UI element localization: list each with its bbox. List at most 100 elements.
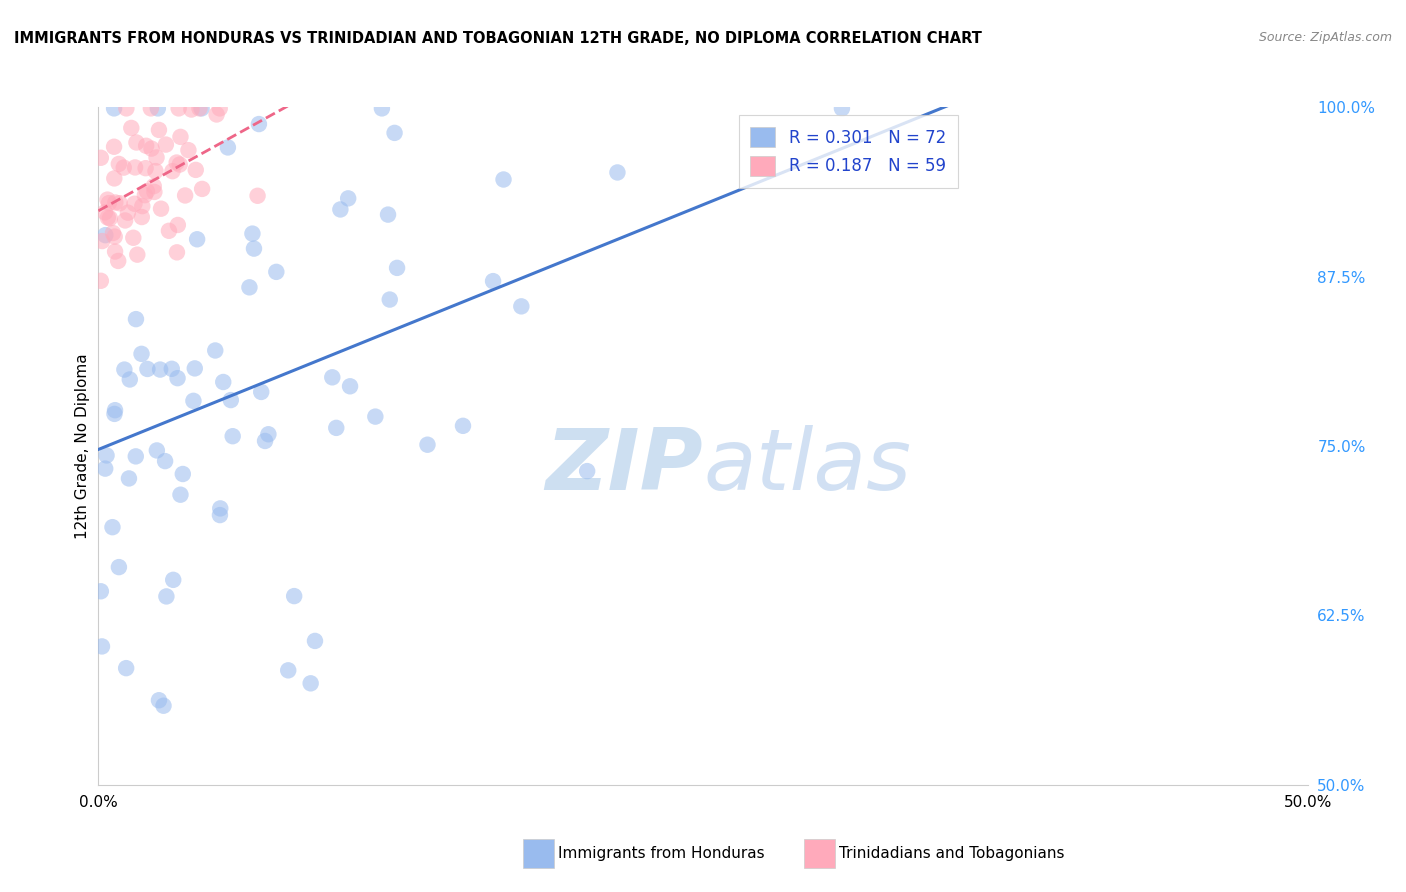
Point: [122, 231, 145, 245]
Point: [150, 202, 173, 216]
Point: [90, 274, 112, 288]
Point: [174, 188, 197, 202]
Point: [96, 449, 118, 463]
Point: [162, 573, 184, 587]
Point: [188, 102, 211, 116]
Point: [266, 265, 288, 279]
Point: [148, 123, 170, 137]
Point: [204, 343, 226, 358]
Point: [149, 362, 172, 376]
Point: [125, 450, 148, 464]
Point: [162, 164, 184, 178]
Point: [114, 213, 136, 227]
Point: [299, 676, 322, 690]
Point: [152, 698, 174, 713]
Point: [304, 634, 326, 648]
Point: [148, 693, 170, 707]
Point: [103, 171, 125, 186]
Point: [250, 384, 273, 399]
Point: [115, 661, 138, 675]
Point: [94, 461, 117, 475]
Point: [117, 205, 139, 219]
Point: [155, 590, 177, 604]
Point: [166, 245, 188, 260]
Point: [146, 443, 169, 458]
Point: [157, 224, 180, 238]
Point: [257, 427, 280, 442]
Point: [166, 371, 188, 385]
Point: [131, 347, 153, 361]
Point: [283, 589, 305, 603]
Point: [90, 151, 112, 165]
Point: [190, 102, 212, 116]
Point: [139, 102, 162, 116]
Point: [492, 172, 515, 186]
Point: [243, 242, 266, 256]
Point: [169, 488, 191, 502]
Point: [145, 151, 167, 165]
Point: [172, 467, 194, 481]
Point: [91, 234, 114, 248]
Point: [135, 184, 157, 198]
Point: [254, 434, 277, 448]
Point: [209, 501, 232, 516]
Point: [219, 393, 242, 408]
Text: atlas: atlas: [703, 425, 911, 508]
Text: Immigrants from Honduras: Immigrants from Honduras: [558, 847, 765, 861]
Point: [451, 418, 474, 433]
Point: [135, 161, 157, 176]
Point: [141, 142, 163, 156]
Point: [325, 421, 347, 435]
Point: [831, 102, 853, 116]
Point: [606, 165, 628, 179]
Point: [482, 274, 505, 288]
Point: [329, 202, 352, 217]
Point: [191, 182, 214, 196]
Point: [208, 508, 231, 522]
Point: [177, 143, 200, 157]
Point: [246, 188, 269, 202]
Point: [377, 208, 399, 222]
Point: [120, 120, 142, 135]
Text: IMMIGRANTS FROM HONDURAS VS TRINIDADIAN AND TOBAGONIAN 12TH GRADE, NO DIPLOMA CO: IMMIGRANTS FROM HONDURAS VS TRINIDADIAN …: [14, 31, 981, 46]
Point: [416, 438, 439, 452]
Point: [104, 195, 127, 210]
Point: [378, 293, 401, 307]
Point: [136, 362, 159, 376]
Point: [101, 520, 124, 534]
Point: [97, 211, 120, 225]
Point: [184, 361, 207, 376]
Point: [91, 640, 114, 654]
Point: [118, 471, 141, 485]
Point: [127, 247, 149, 261]
Point: [108, 196, 131, 211]
Point: [183, 393, 205, 408]
Point: [167, 102, 190, 116]
Point: [125, 136, 148, 150]
Text: ZIP: ZIP: [546, 425, 703, 508]
Point: [510, 299, 533, 313]
Point: [242, 227, 264, 241]
Point: [212, 375, 235, 389]
Point: [247, 117, 270, 131]
Point: [94, 205, 117, 219]
Point: [277, 663, 299, 677]
Point: [166, 218, 188, 232]
Point: [217, 140, 239, 154]
Point: [108, 157, 131, 171]
Point: [160, 361, 183, 376]
Point: [103, 102, 125, 116]
Point: [205, 107, 228, 121]
Point: [208, 102, 231, 116]
Point: [339, 379, 361, 393]
Point: [124, 161, 146, 175]
Point: [107, 254, 129, 268]
Point: [104, 403, 127, 417]
Point: [104, 244, 127, 259]
Point: [184, 162, 207, 177]
Point: [155, 137, 177, 152]
Point: [169, 157, 191, 171]
Point: [98, 211, 121, 226]
Point: [166, 155, 188, 169]
Point: [134, 188, 156, 202]
